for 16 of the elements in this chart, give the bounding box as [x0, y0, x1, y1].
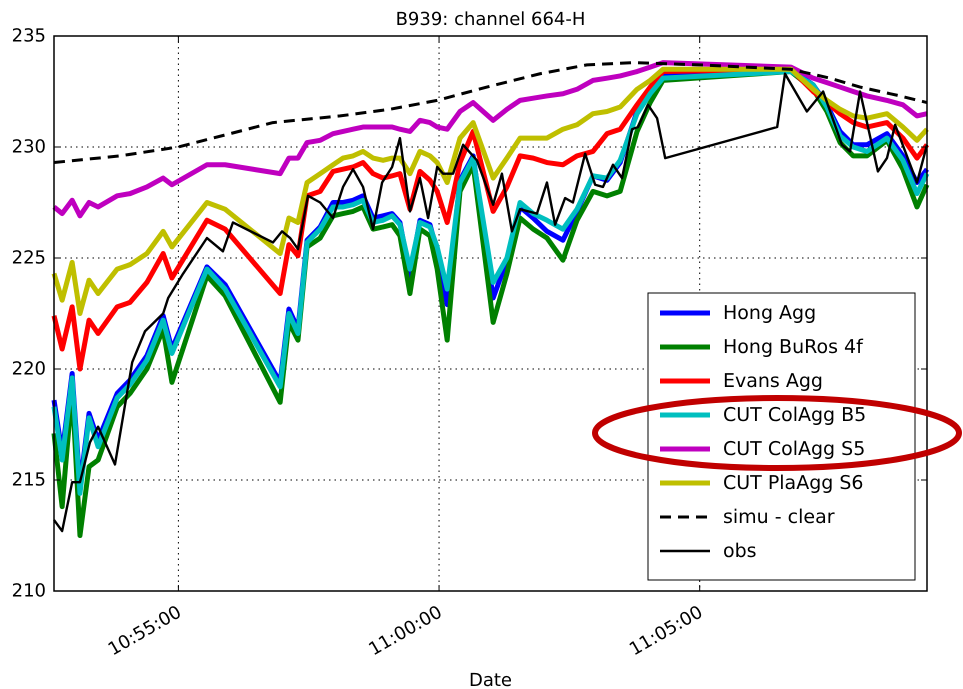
legend-label: Hong Agg [723, 302, 816, 324]
y-tick-label: 220 [12, 358, 46, 380]
y-tick-label: 235 [12, 26, 46, 46]
legend-label: obs [723, 540, 757, 562]
y-tick-label: 215 [12, 470, 46, 490]
legend-label: CUT PlaAgg S6 [723, 472, 864, 494]
legend-label: Evans Agg [723, 370, 823, 392]
y-tick-label: 210 [12, 580, 46, 602]
legend-label: CUT ColAgg S5 [723, 438, 866, 460]
chart-title: B939: channel 664-H [396, 9, 586, 30]
y-tick-label: 230 [12, 136, 46, 158]
legend-label: Hong BuRos 4f [723, 336, 864, 358]
legend-label: simu - clear [723, 506, 835, 528]
y-tick-label: 225 [12, 248, 46, 268]
x-axis-title: Date [468, 670, 512, 689]
legend-label: CUT ColAgg B5 [723, 404, 866, 426]
